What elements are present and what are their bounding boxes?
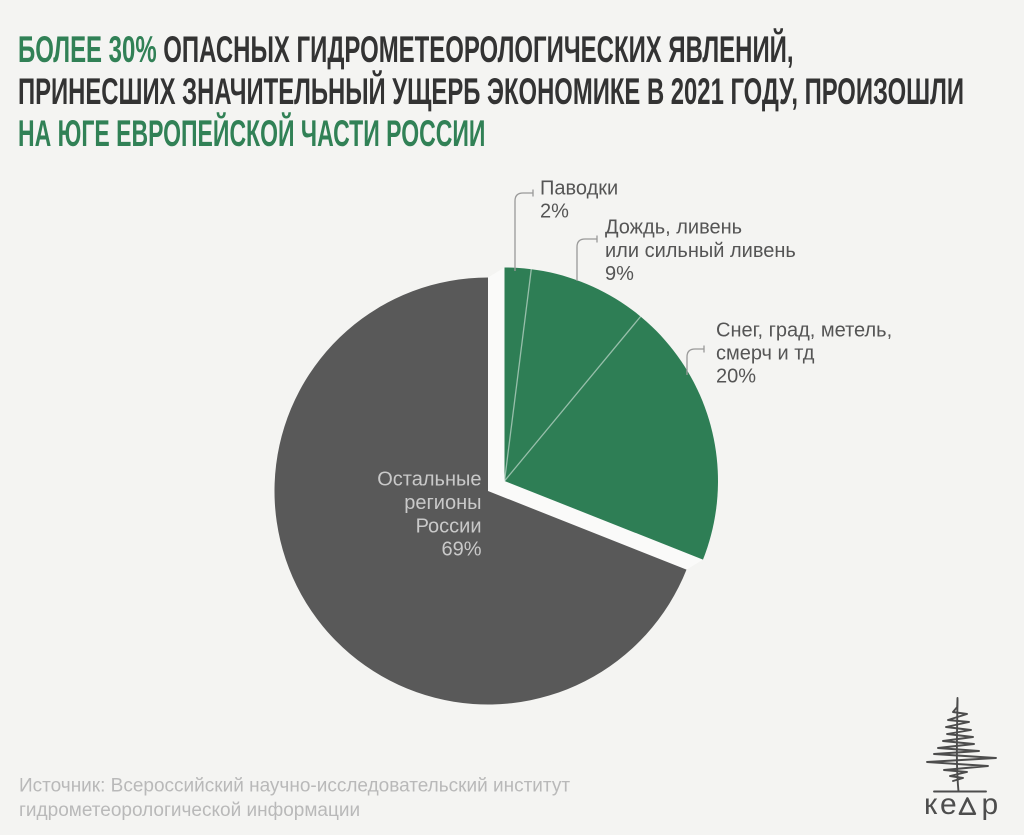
svg-text:Источник: Всероссийский научно: Источник: Всероссийский научно-исследова… xyxy=(19,776,570,797)
svg-text:Снег, град, метель,: Снег, град, метель, xyxy=(716,319,892,341)
svg-text:или сильный ливень: или сильный ливень xyxy=(605,240,796,262)
svg-text:69%: 69% xyxy=(441,539,481,561)
svg-text:смерч и тд: смерч и тд xyxy=(716,343,815,365)
svg-text:Паводки: Паводки xyxy=(540,178,618,200)
svg-text:20%: 20% xyxy=(716,366,756,388)
svg-text:гидрометеорологической информа: гидрометеорологической информации xyxy=(19,800,360,821)
svg-text:9%: 9% xyxy=(605,263,634,285)
svg-text:ке: ке xyxy=(924,788,959,821)
svg-text:России: России xyxy=(416,515,482,537)
svg-text:2%: 2% xyxy=(540,201,569,223)
svg-text:Остальные: Остальные xyxy=(377,469,481,491)
svg-text:р: р xyxy=(982,788,999,821)
svg-text:Дождь, ливень: Дождь, ливень xyxy=(605,217,742,239)
svg-text:регионы: регионы xyxy=(404,492,481,514)
